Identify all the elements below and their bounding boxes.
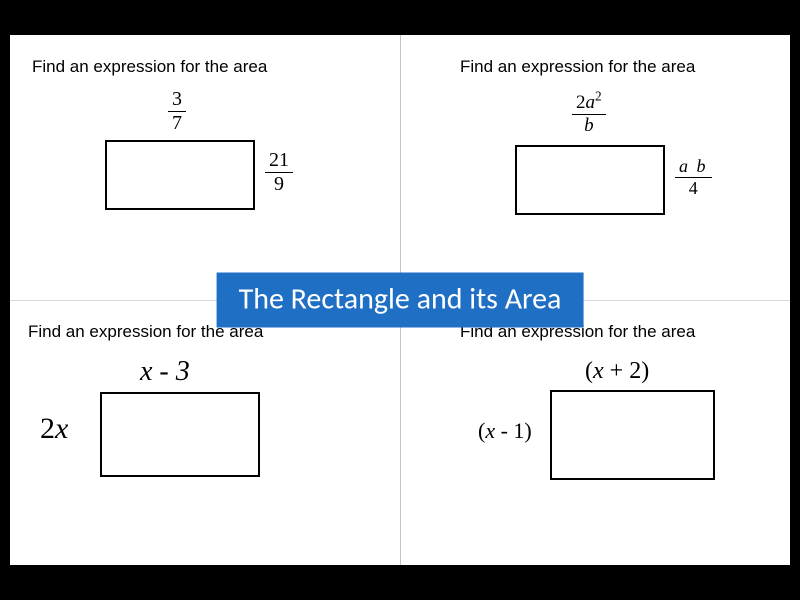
- panel-top-right: Find an expression for the area 2a2 b a …: [400, 35, 790, 300]
- fraction-numerator: a b: [675, 157, 712, 178]
- fraction-denominator: 7: [168, 112, 186, 134]
- dimension-top: 2a2 b: [572, 93, 606, 136]
- fraction-numerator: 21: [265, 150, 293, 173]
- title-banner: The Rectangle and its Area: [217, 273, 584, 328]
- dimension-side: a b 4: [675, 157, 712, 198]
- dimension-top: (x + 2): [585, 358, 649, 385]
- fraction-numerator: 2a2: [572, 93, 606, 115]
- prompt-text: Find an expression for the area: [460, 57, 695, 77]
- dimension-top: 3 7: [168, 89, 186, 134]
- dimension-side: 21 9: [265, 150, 293, 195]
- panel-bottom-left: Find an expression for the area x - 3 2x: [10, 300, 400, 565]
- prompt-text: Find an expression for the area: [32, 57, 267, 77]
- dimension-top: x - 3: [140, 356, 190, 388]
- rectangle: [550, 390, 715, 480]
- panel-bottom-right: Find an expression for the area (x + 2) …: [400, 300, 790, 565]
- slide: Find an expression for the area 3 7 21 9…: [10, 35, 790, 565]
- fraction-denominator: b: [572, 115, 606, 136]
- fraction-numerator: 3: [168, 89, 186, 112]
- dimension-side: 2x: [40, 412, 68, 446]
- rectangle: [100, 392, 260, 477]
- rectangle: [105, 140, 255, 210]
- fraction-denominator: 4: [675, 178, 712, 198]
- panel-top-left: Find an expression for the area 3 7 21 9: [10, 35, 400, 300]
- dimension-side: (x - 1): [478, 418, 532, 444]
- fraction-denominator: 9: [265, 173, 293, 195]
- rectangle: [515, 145, 665, 215]
